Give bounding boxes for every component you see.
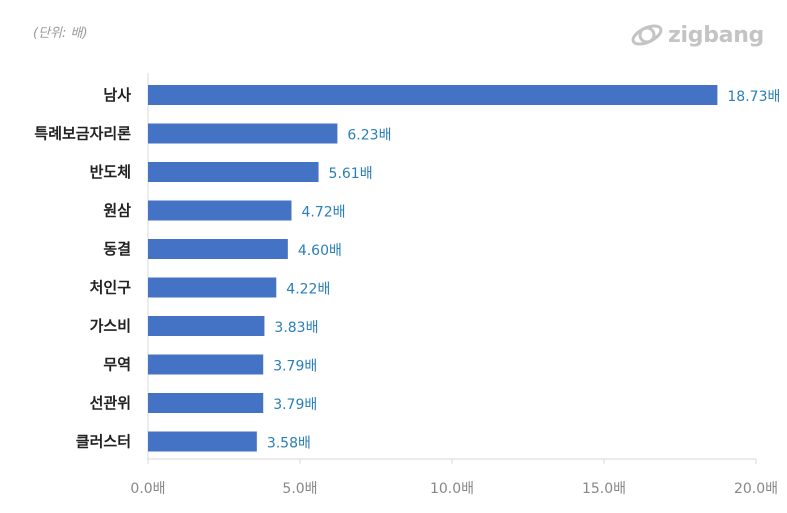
category-label: 원삼	[103, 202, 131, 220]
category-label: 클러스터	[76, 433, 131, 451]
value-label: 3.79배	[273, 359, 317, 375]
value-label: 4.60배	[298, 243, 342, 259]
category-label: 반도체	[90, 163, 131, 181]
category-label: 선관위	[90, 394, 131, 412]
category-label: 가스비	[90, 317, 131, 335]
category-label: 남사	[103, 86, 131, 104]
unit-note: (단위: 배)	[33, 26, 88, 41]
bar	[148, 85, 718, 105]
x-tick-label: 0.0배	[130, 481, 165, 497]
bar	[148, 239, 288, 259]
bar	[148, 277, 277, 298]
value-label: 4.72배	[301, 205, 345, 221]
bar	[148, 354, 264, 375]
x-tick-label: 20.0배	[734, 481, 778, 497]
bar	[148, 431, 257, 452]
bar	[148, 393, 264, 413]
value-label: 4.22배	[286, 282, 330, 298]
value-label: 6.23배	[347, 128, 391, 144]
zigbang-logo-icon	[631, 24, 663, 46]
value-label: 3.79배	[273, 397, 317, 413]
zigbang-logo: zigbang	[630, 20, 764, 50]
x-tick-label: 5.0배	[282, 481, 317, 497]
value-label: 5.61배	[329, 166, 373, 182]
category-label: 무역	[103, 356, 131, 374]
bar	[148, 316, 265, 336]
x-tick-label: 15.0배	[582, 481, 626, 497]
bar	[148, 123, 338, 144]
category-label: 처인구	[90, 279, 132, 297]
value-label: 3.83배	[274, 320, 318, 336]
chart-axes: 0.0배 5.0배 10.0배 15.0배 20.0배	[130, 73, 778, 497]
category-label: 동결	[103, 240, 131, 258]
bar	[148, 200, 292, 221]
value-label: 3.58배	[267, 436, 311, 452]
value-label: 18.73배	[727, 89, 780, 105]
bar	[148, 162, 319, 182]
x-tick-label: 10.0배	[430, 481, 474, 497]
zigbang-logo-text: zigbang	[668, 22, 764, 48]
category-label: 특례보금자리론	[34, 125, 131, 143]
